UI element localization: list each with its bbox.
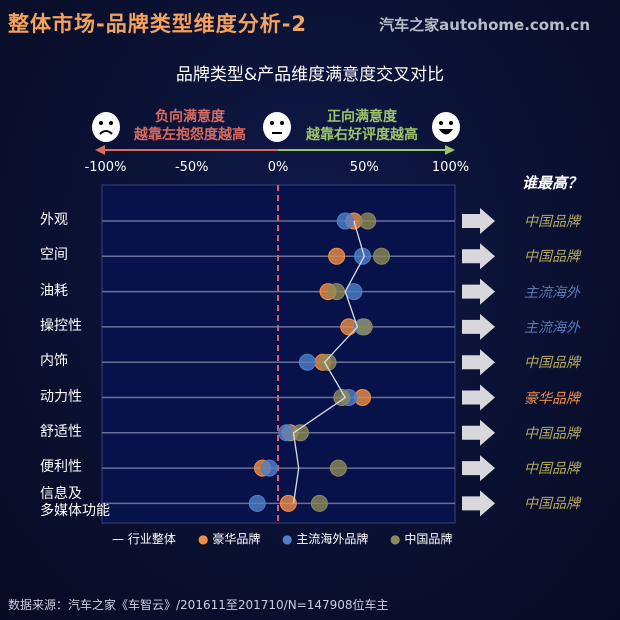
- category-label: 操控性: [40, 317, 82, 334]
- legend-foreign: ● 主流海外品牌: [282, 532, 369, 546]
- category-label: 便利性: [40, 459, 82, 476]
- point-chinese: [373, 247, 390, 265]
- point-chinese: [355, 318, 373, 336]
- page-title: 整体市场-品牌类型维度分析-2: [8, 12, 308, 36]
- arrow-icon: [462, 278, 495, 305]
- arrow-icon: [462, 455, 495, 482]
- category-label: 信息及 多媒体功能: [40, 486, 110, 520]
- legend-chinese: ● 中国品牌: [390, 532, 453, 546]
- winner-label: 中国品牌: [524, 496, 580, 513]
- category-label: 空间: [40, 247, 68, 264]
- happy-face-icon: [432, 112, 460, 142]
- winner-label: 主流海外: [524, 319, 580, 336]
- point-chinese: [333, 389, 351, 406]
- scale-arrow: [95, 145, 455, 155]
- sad-face-icon: [92, 112, 120, 142]
- positive-label: 正向满意度: [327, 109, 397, 125]
- industry-line: [292, 220, 365, 504]
- point-foreign: [336, 212, 354, 230]
- category-label: 内饰: [40, 353, 68, 370]
- arrow-icon: [462, 490, 495, 517]
- point-foreign: [248, 494, 266, 512]
- winner-label: 中国品牌: [524, 355, 580, 372]
- arrow-icon: [462, 243, 495, 270]
- arrow-icon: [462, 208, 495, 234]
- brand-logo: 汽车之家autohome.com.cn: [379, 16, 590, 34]
- point-chinese: [328, 283, 346, 301]
- point-luxury: [328, 247, 346, 265]
- point-chinese: [359, 212, 377, 230]
- x-tick-label: 50%: [349, 160, 379, 175]
- legend-luxury: ● 豪华品牌: [198, 532, 261, 546]
- arrow-icon: [462, 313, 495, 340]
- point-chinese: [329, 459, 347, 477]
- x-tick-label: 0%: [267, 160, 289, 175]
- arrow-icon: [462, 384, 495, 411]
- point-chinese: [291, 424, 309, 442]
- winner-label: 豪华品牌: [524, 390, 580, 407]
- winner-label: 中国品牌: [524, 461, 580, 478]
- x-tick-label: 100%: [431, 160, 470, 175]
- category-label: 舒适性: [40, 423, 82, 440]
- data-source: 数据来源：汽车之家《车智云》/201611至201710/N=147908位车主: [8, 598, 389, 612]
- point-foreign: [298, 353, 316, 371]
- point-luxury: [279, 494, 297, 512]
- arrow-icon: [462, 419, 495, 446]
- negative-desc: 越靠左抱怨度越高: [134, 127, 246, 143]
- category-label: 油耗: [40, 282, 68, 299]
- negative-label: 负向满意度: [155, 109, 225, 125]
- who-highest-label: 谁最高？: [522, 174, 583, 192]
- winner-label: 中国品牌: [524, 214, 580, 230]
- point-chinese: [310, 494, 328, 512]
- winner-label: 中国品牌: [524, 425, 580, 442]
- winner-label: 主流海外: [524, 284, 580, 301]
- neutral-face-icon: [263, 112, 291, 142]
- x-tick-label: -100%: [84, 160, 127, 175]
- category-label: 外观: [40, 212, 68, 228]
- chart-title: 品牌类型&产品维度满意度交叉对比: [175, 65, 445, 85]
- point-chinese: [319, 353, 337, 371]
- winner-label: 中国品牌: [524, 249, 580, 266]
- positive-desc: 越靠右好评度越高: [306, 127, 418, 143]
- point-foreign: [260, 459, 278, 477]
- category-label: 动力性: [40, 388, 82, 405]
- arrow-icon: [462, 349, 495, 376]
- legend-industry: — 行业整体: [112, 532, 176, 546]
- x-tick-label: -50%: [174, 160, 209, 175]
